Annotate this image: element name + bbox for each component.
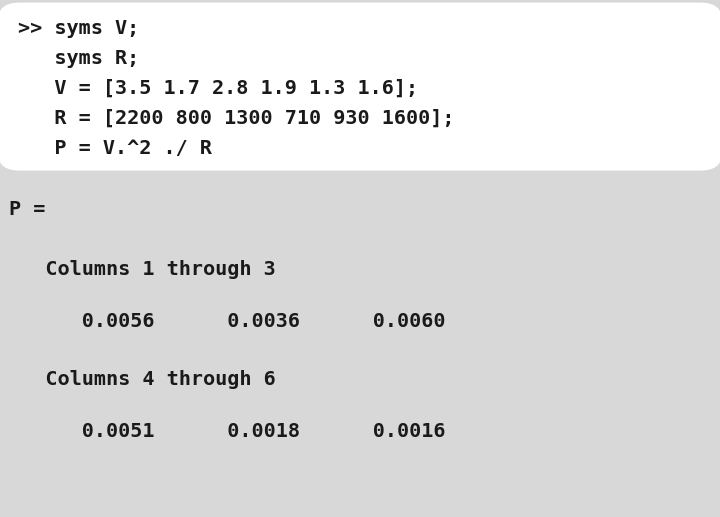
Text: Columns 4 through 6: Columns 4 through 6	[9, 371, 276, 389]
Text: P = V.^2 ./ R: P = V.^2 ./ R	[18, 139, 212, 158]
Text: 0.0051      0.0018      0.0016: 0.0051 0.0018 0.0016	[9, 422, 446, 441]
Text: Columns 1 through 3: Columns 1 through 3	[9, 261, 276, 279]
Text: 0.0056      0.0036      0.0060: 0.0056 0.0036 0.0060	[9, 312, 446, 331]
Text: syms R;: syms R;	[18, 49, 139, 68]
Text: V = [3.5 1.7 2.8 1.9 1.3 1.6];: V = [3.5 1.7 2.8 1.9 1.3 1.6];	[18, 79, 418, 98]
Text: P =: P =	[9, 200, 46, 219]
FancyBboxPatch shape	[0, 3, 720, 171]
Text: >> syms V;: >> syms V;	[18, 19, 139, 38]
Text: R = [2200 800 1300 710 930 1600];: R = [2200 800 1300 710 930 1600];	[18, 109, 454, 128]
